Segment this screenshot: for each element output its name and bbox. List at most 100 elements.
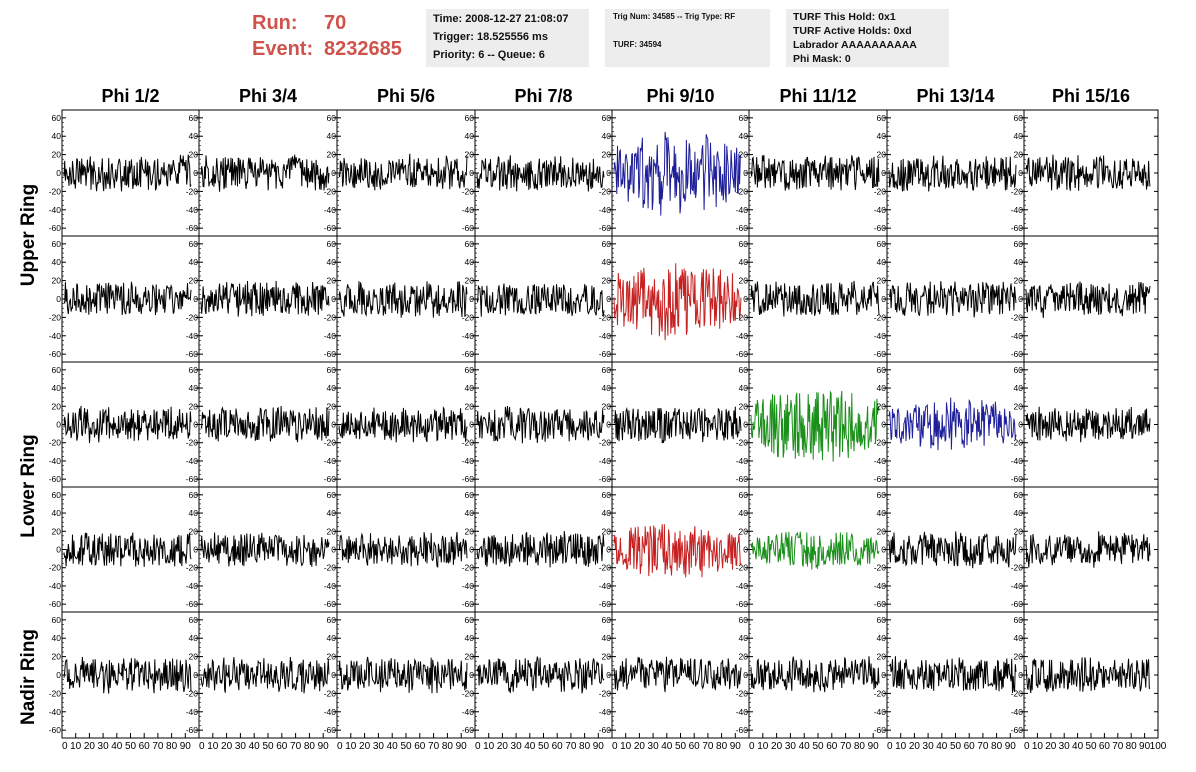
y-tick-label: 0 — [331, 294, 336, 304]
turf-num-text: TURF: 34594 — [613, 40, 662, 49]
y-tick-label: -60 — [324, 599, 337, 609]
waveform-trace — [338, 656, 468, 694]
phi-mask-text: Phi Mask: 0 — [793, 53, 851, 65]
y-tick-label: -60 — [462, 223, 475, 233]
y-tick-label: 20 — [602, 401, 612, 411]
y-tick-label: -60 — [462, 349, 475, 359]
x-tick-label: 10 — [1032, 741, 1044, 752]
waveform-panel: 60 40 20 0 -20 -40 -60 — [874, 361, 1025, 488]
y-tick-label: 60 — [877, 615, 887, 625]
y-tick-label: -40 — [462, 707, 475, 717]
event-row: Event: 8232685 — [252, 36, 422, 62]
y-tick-label: 0 — [1018, 168, 1023, 178]
y-tick-label: 40 — [189, 508, 199, 518]
y-tick-label: 40 — [465, 508, 475, 518]
y-tick-label: 40 — [739, 508, 749, 518]
x-tick-label: 20 — [221, 741, 233, 752]
y-tick-label: 0 — [331, 420, 336, 430]
y-tick-label: -40 — [874, 456, 887, 466]
y-tick-label: 20 — [739, 652, 749, 662]
y-tick-label: -20 — [1011, 186, 1024, 196]
waveform-panel: 60 40 20 0 -20 -40 -60 — [49, 486, 200, 613]
x-tick-label: 30 — [1059, 741, 1071, 752]
y-tick-label: -20 — [49, 312, 62, 322]
y-tick-label: 20 — [877, 526, 887, 536]
y-tick-label: 60 — [327, 239, 337, 249]
waveform-trace — [1025, 406, 1151, 443]
y-tick-label: 40 — [1014, 257, 1024, 267]
waveform-panel: 60 40 20 0 -20 -40 -60 — [324, 361, 476, 488]
y-tick-label: 20 — [877, 150, 887, 160]
labrador-text: Labrador AAAAAAAAAA — [793, 39, 917, 51]
x-tick-label: 10 — [70, 741, 82, 752]
y-tick-label: -60 — [1011, 599, 1024, 609]
y-tick-label: -60 — [49, 474, 62, 484]
y-tick-label: 0 — [469, 420, 474, 430]
waveform-panel: 60 40 20 0 -20 -40 -60 — [1011, 109, 1159, 237]
y-tick-label: -60 — [599, 725, 612, 735]
y-tick-label: 0 — [743, 545, 748, 555]
y-tick-label: 0 — [743, 294, 748, 304]
waveform-panel: 60 40 20 0 -20 -40 -60 — [462, 235, 613, 363]
x-tick-label: 20 — [359, 741, 371, 752]
y-tick-label: -20 — [599, 186, 612, 196]
waveform-trace — [476, 405, 605, 444]
y-tick-label: 60 — [327, 490, 337, 500]
y-tick-label: -20 — [462, 438, 475, 448]
y-tick-label: -20 — [186, 438, 199, 448]
y-tick-label: 0 — [193, 294, 198, 304]
y-tick-label: -60 — [324, 474, 337, 484]
y-tick-label: 20 — [1014, 401, 1024, 411]
y-tick-label: -40 — [874, 205, 887, 215]
y-tick-label: 40 — [602, 633, 612, 643]
x-tick-label: 80 — [166, 741, 178, 752]
y-tick-label: 60 — [465, 365, 475, 375]
waveform-trace — [613, 656, 742, 693]
x-tick-label: 30 — [373, 741, 385, 752]
y-tick-label: 0 — [193, 545, 198, 555]
y-tick-label: 40 — [465, 131, 475, 141]
y-tick-label: 20 — [327, 526, 337, 536]
y-tick-label: 40 — [877, 383, 887, 393]
y-tick-label: 60 — [602, 239, 612, 249]
y-tick-label: -40 — [186, 707, 199, 717]
y-tick-label: -20 — [49, 563, 62, 573]
waveform-panel: 60 40 20 0 -20 -40 -60 — [1011, 486, 1159, 613]
y-tick-label: 60 — [465, 615, 475, 625]
waveform-trace — [476, 531, 605, 568]
waveform-panel: 60 40 20 0 -20 -40 -60 — [736, 109, 888, 237]
y-tick-label: 20 — [877, 401, 887, 411]
y-tick-label: -20 — [1011, 312, 1024, 322]
y-tick-label: -60 — [1011, 474, 1024, 484]
x-tick-label: 80 — [854, 741, 866, 752]
y-tick-label: -20 — [599, 312, 612, 322]
x-tick-label: 90 — [868, 741, 880, 752]
waveform-panel: 60 40 20 0 -20 -40 -60 — [324, 486, 476, 613]
x-tick-label: 60 — [139, 741, 151, 752]
waveform-trace — [476, 656, 605, 694]
x-tick-label: 50 — [812, 741, 824, 752]
x-tick-label: 0 — [612, 741, 618, 752]
waveform-trace — [888, 155, 1017, 192]
waveform-panel: 60 40 20 0 -20 -40 -60 — [186, 235, 338, 363]
y-tick-label: 60 — [327, 615, 337, 625]
y-tick-label: 20 — [465, 652, 475, 662]
y-tick-label: 40 — [52, 131, 62, 141]
y-tick-label: 60 — [739, 490, 749, 500]
y-tick-label: 60 — [189, 490, 199, 500]
waveform-trace — [1025, 657, 1151, 694]
phi-header-13-14: Phi 13/14 — [916, 86, 995, 106]
event-value: 8232685 — [324, 38, 402, 60]
y-tick-label: -40 — [599, 581, 612, 591]
x-tick-label: 10 — [620, 741, 632, 752]
y-tick-label: -60 — [599, 474, 612, 484]
y-tick-label: 40 — [52, 633, 62, 643]
y-tick-label: -40 — [736, 707, 749, 717]
y-tick-label: -60 — [49, 349, 62, 359]
waveform-trace — [750, 656, 880, 693]
y-tick-label: 60 — [1014, 113, 1024, 123]
waveform-trace — [750, 280, 880, 317]
y-tick-label: -40 — [736, 205, 749, 215]
